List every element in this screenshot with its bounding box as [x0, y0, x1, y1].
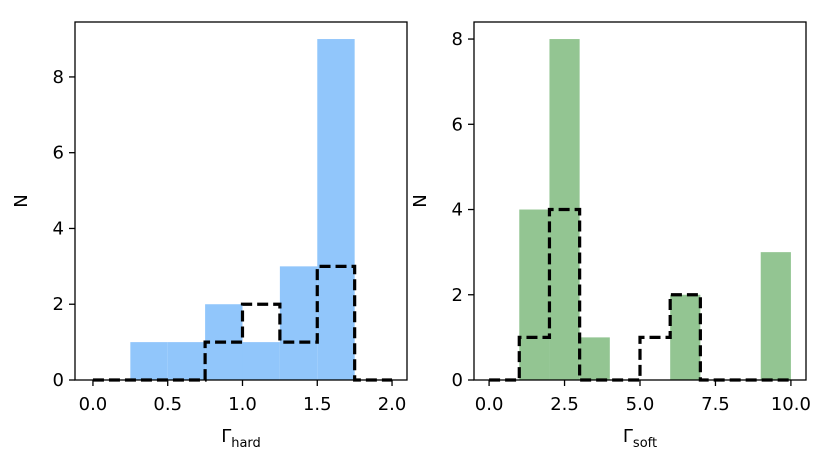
- panel0-x-tick-label-3: 1.5: [303, 394, 332, 415]
- panel0-x-axis-label: Γhard: [221, 426, 261, 451]
- panel1-x-axis-label: Γsoft: [623, 426, 657, 451]
- panel1-x-tick-label-2: 5.0: [626, 394, 655, 415]
- panel1-bar-3: [579, 337, 610, 380]
- panel1-y-tick-label-4: 8: [452, 29, 463, 50]
- panel0-bar-5: [279, 266, 318, 380]
- panel0-x-tick-label-4: 2.0: [378, 394, 407, 415]
- panel1-x-tick-label-4: 10.0: [771, 394, 811, 415]
- panel0-bar-4: [242, 342, 280, 380]
- panel0-x-tick-label-2: 1.0: [228, 394, 257, 415]
- panel0-x-tick-label-0: 0.0: [79, 394, 108, 415]
- panel1-y-tick-label-1: 2: [452, 285, 463, 306]
- panel0-y-tick-label-4: 8: [53, 67, 64, 88]
- panel1-y-tick-label-3: 6: [452, 114, 463, 135]
- panel0-x-tick-label-1: 0.5: [153, 394, 182, 415]
- panel1-y-tick-label-0: 0: [452, 370, 463, 391]
- panel1-bar-6: [670, 294, 701, 380]
- panel0-y-tick-label-2: 4: [53, 218, 64, 239]
- histogram-soft-panel: 0.0 2.5 5.0 7.5 10.0 0 2 4 6 8 N Γsoft: [410, 21, 811, 451]
- panel1-bar-1: [519, 209, 550, 380]
- panel0-y-tick-label-0: 0: [53, 370, 64, 391]
- panel0-bar-1: [130, 342, 168, 380]
- panel0-y-tick-label-1: 2: [53, 294, 64, 315]
- panel0-bar-2: [167, 342, 206, 380]
- panel0-y-axis-label: N: [11, 194, 32, 207]
- panel1-x-tick-label-3: 7.5: [701, 394, 730, 415]
- panel1-bar-9: [760, 252, 791, 380]
- panel1-y-axis-label: N: [410, 194, 431, 207]
- panel1-y-tick-label-2: 4: [452, 200, 463, 221]
- histogram-hard-panel: 0.0 0.5 1.0 1.5 2.0 0 2 4 6 8 N Γhard: [11, 21, 408, 451]
- panel0-axes-frame: [74, 21, 408, 381]
- panel1-x-tick-label-1: 2.5: [550, 394, 579, 415]
- panel1-x-tick-label-0: 0.0: [475, 394, 504, 415]
- panel0-bar-6: [317, 39, 355, 381]
- panel0-y-tick-label-3: 6: [53, 143, 64, 164]
